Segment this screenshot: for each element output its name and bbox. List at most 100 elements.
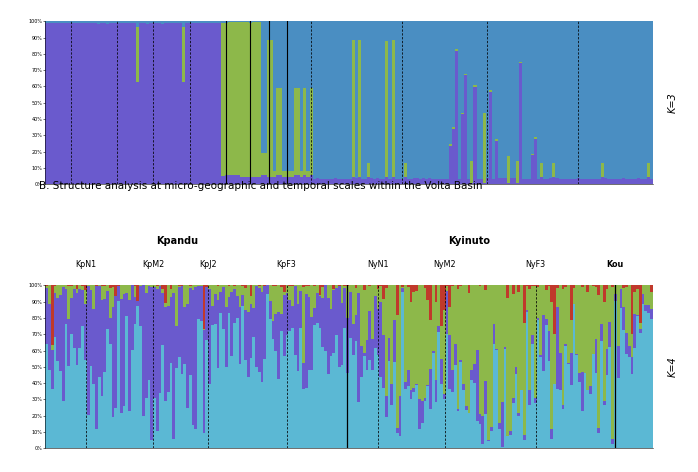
Bar <box>581 287 584 372</box>
Bar <box>393 362 396 448</box>
Bar <box>228 175 230 184</box>
Bar <box>479 413 482 424</box>
Bar <box>589 178 592 184</box>
Bar <box>514 374 517 448</box>
Bar <box>470 21 473 160</box>
Bar <box>407 370 410 386</box>
Bar <box>315 178 318 184</box>
Bar <box>106 21 109 24</box>
Bar <box>567 363 570 364</box>
Bar <box>401 287 404 288</box>
Bar <box>357 403 360 448</box>
Bar <box>540 357 542 448</box>
Bar <box>487 286 490 440</box>
Bar <box>468 413 470 448</box>
Bar <box>318 329 321 448</box>
Bar <box>134 324 137 448</box>
Bar <box>584 286 586 373</box>
Bar <box>364 21 367 178</box>
Bar <box>357 286 360 293</box>
Bar <box>358 41 361 177</box>
Bar <box>329 356 332 448</box>
Bar <box>340 178 343 184</box>
Bar <box>297 286 299 303</box>
Bar <box>161 345 164 448</box>
Bar <box>54 21 57 23</box>
Bar <box>429 409 432 448</box>
Bar <box>387 338 390 361</box>
Bar <box>243 23 246 177</box>
Bar <box>250 286 253 296</box>
Bar <box>598 21 601 179</box>
Bar <box>407 286 410 287</box>
Bar <box>625 178 628 184</box>
Bar <box>619 178 623 184</box>
Bar <box>512 286 514 294</box>
Bar <box>399 396 401 436</box>
Bar <box>316 286 318 293</box>
Bar <box>346 179 349 184</box>
Bar <box>396 428 399 433</box>
Bar <box>574 178 577 184</box>
Bar <box>221 23 225 176</box>
Bar <box>476 421 479 448</box>
Bar <box>277 286 280 312</box>
Bar <box>434 178 437 184</box>
Bar <box>595 21 598 179</box>
Bar <box>484 414 487 448</box>
Bar <box>186 286 189 304</box>
Bar <box>633 348 636 448</box>
Bar <box>228 23 230 175</box>
Bar <box>247 286 250 312</box>
Bar <box>371 339 374 370</box>
Bar <box>548 362 551 448</box>
Bar <box>270 177 273 184</box>
Bar <box>109 24 112 184</box>
Bar <box>617 346 620 379</box>
Bar <box>545 286 548 290</box>
Bar <box>283 286 285 292</box>
Bar <box>309 21 313 88</box>
Bar <box>641 286 644 294</box>
Bar <box>167 286 170 306</box>
Bar <box>611 287 614 439</box>
Bar <box>280 287 283 314</box>
Bar <box>331 21 334 178</box>
Bar <box>498 21 501 178</box>
Bar <box>534 286 537 398</box>
Bar <box>239 23 243 177</box>
Bar <box>603 302 606 401</box>
Bar <box>216 287 219 300</box>
Bar <box>267 40 270 177</box>
Bar <box>302 287 305 363</box>
Bar <box>549 178 552 184</box>
Bar <box>194 21 198 23</box>
Bar <box>73 23 75 184</box>
Bar <box>283 295 285 356</box>
Bar <box>489 92 491 184</box>
Bar <box>619 21 623 178</box>
Bar <box>79 23 82 184</box>
Bar <box>115 21 118 23</box>
Bar <box>300 171 304 177</box>
Bar <box>123 294 126 405</box>
Bar <box>234 175 237 184</box>
Bar <box>377 309 379 355</box>
Bar <box>493 286 496 324</box>
Bar <box>92 384 95 448</box>
Bar <box>255 287 258 367</box>
Bar <box>189 286 192 288</box>
Bar <box>399 436 401 448</box>
Bar <box>295 21 297 88</box>
Bar <box>195 286 197 287</box>
Bar <box>540 286 542 355</box>
Bar <box>182 83 185 184</box>
Bar <box>517 416 520 448</box>
Bar <box>164 286 167 303</box>
Bar <box>389 178 392 184</box>
Bar <box>150 286 153 287</box>
Bar <box>413 388 415 392</box>
Bar <box>426 387 429 448</box>
Bar <box>277 379 280 448</box>
Bar <box>484 290 487 381</box>
